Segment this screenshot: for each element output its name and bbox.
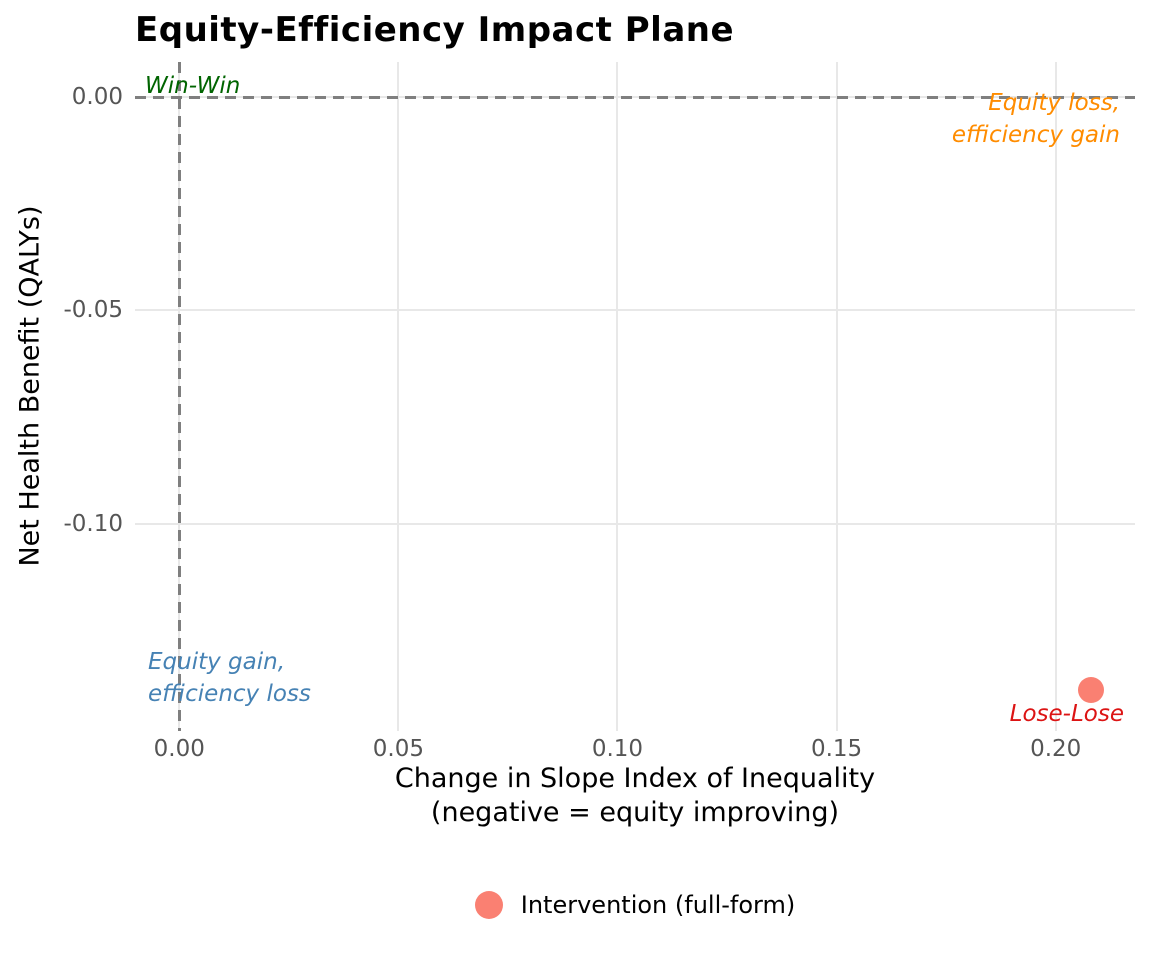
x-gridline [1054, 62, 1057, 731]
x-axis-title: Change in Slope Index of Inequality (neg… [135, 762, 1135, 830]
x-axis-title-line1: Change in Slope Index of Inequality [394, 763, 876, 794]
y-axis-title: Net Health Benefit (QALYs) [14, 205, 46, 567]
y-tick-label: -0.10 [63, 510, 123, 537]
y-tick-label: -0.05 [63, 297, 123, 324]
quadrant-label-line: efficiency gain [951, 122, 1120, 148]
y-gridline [135, 522, 1135, 525]
x-tick-label: 0.00 [153, 736, 205, 762]
x-gridline [397, 62, 400, 731]
quadrant-label-equity-gain-efficiency-loss: Equity gain, efficiency loss [148, 646, 311, 710]
x-tick-label: 0.05 [372, 736, 424, 762]
quadrant-label-line: Equity loss, [988, 90, 1120, 116]
x-gridline [616, 62, 619, 731]
legend-marker-circle-icon [474, 891, 503, 919]
zero-reference-line-horizontal [135, 95, 1135, 99]
y-tick-label: 0.00 [71, 84, 123, 110]
zero-reference-line-vertical [177, 62, 181, 731]
chart-title: Equity-Efficiency Impact Plane [135, 10, 735, 50]
quadrant-label-equity-loss-efficiency-gain: Equity loss, efficiency gain [952, 87, 1120, 151]
quadrant-label-lose-lose: Lose-Lose [1009, 701, 1124, 727]
x-tick-label: 0.15 [810, 736, 863, 762]
quadrant-label-win-win: Win-Win [145, 73, 241, 99]
quadrant-label-line: efficiency loss [148, 681, 311, 707]
legend: Intervention (full-form) [135, 884, 1135, 926]
data-point-intervention [1077, 677, 1104, 704]
quadrant-label-line: Equity gain, [148, 649, 286, 675]
x-axis-title-line2: (negative = equity improving) [430, 797, 840, 828]
y-gridline [135, 309, 1135, 312]
x-tick-label: 0.20 [1030, 736, 1082, 762]
x-gridline [835, 62, 838, 731]
x-tick-label: 0.10 [591, 736, 644, 762]
legend-label: Intervention (full-form) [520, 891, 796, 919]
